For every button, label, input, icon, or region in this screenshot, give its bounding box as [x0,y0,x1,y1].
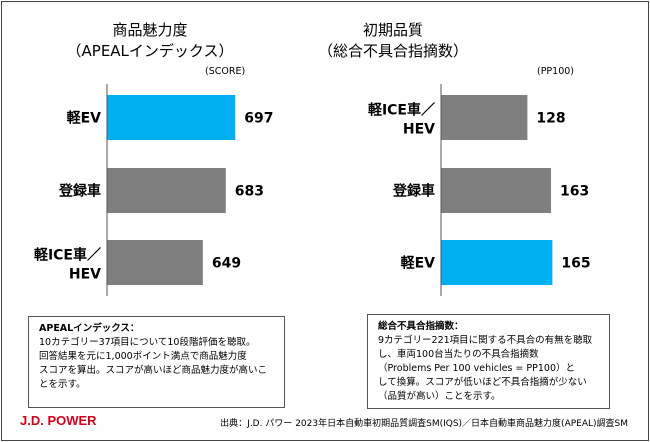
category-label: HEV [69,267,101,283]
unit-label-pp100: (PP100) [537,66,575,77]
note-line: 9カテゴリー221項目に関する不具合の有無を聴取 [378,335,593,346]
note-line: し、車両100台当たりの不具合指摘数 [378,349,539,360]
subtitle-line: （総合不具合指摘数） [317,42,468,60]
value-label: 163 [560,184,589,200]
note-line: 10カテゴリー37項目について10段階評価を聴取。 [39,337,256,348]
note-line: とを示す。 [39,379,86,390]
note-heading: APEALインデックス： [39,323,140,334]
note-heading: 総合不具合指摘数： [378,321,464,332]
title-line: 初期品質 [362,21,423,39]
bar [441,168,552,213]
note-apeal: APEALインデックス： 10カテゴリー37項目について10段階評価を聴取。 回… [28,316,285,408]
bar [107,240,203,285]
value-label: 683 [235,184,264,200]
bar [107,168,226,213]
title-line: 商品魅力度 [112,21,188,39]
category-label: 軽ICE車／ [34,247,101,264]
note-line: スコアを算出。スコアが高いほど商品魅力度が高いこ [39,365,268,376]
jd-power-logo: J.D. POWER [20,413,97,428]
note-line: （品質が高い）ことを示す。 [378,391,501,402]
value-label: 649 [212,256,241,272]
bar [441,95,528,140]
value-label: 697 [244,111,273,127]
chart-title-iqs: 初期品質 （総合不具合指摘数） [273,20,513,62]
note-iqs: 総合不具合指摘数： 9カテゴリー221項目に関する不具合の有無を聴取 し、車両1… [367,314,610,409]
category-label: 登録車 [58,183,101,200]
unit-label-score: (SCORE) [205,66,246,77]
source-text: 出典：J.D. パワー 2023年日本自動車初期品質調査SM(IQS)／日本自動… [220,419,628,429]
category-label: 軽EV [401,255,436,272]
note-line: して換算。スコアが低いほど不具合指摘が少ない [378,377,587,388]
category-label: HEV [403,122,435,138]
chart-title-apeal: 商品魅力度 （APEALインデックス） [30,20,270,62]
note-line: 回答結果を元に1,000ポイント満点で商品魅力度 [39,351,247,362]
value-label: 165 [561,256,590,272]
subtitle-line: （APEALインデックス） [66,42,234,60]
bar [107,95,236,140]
category-label: 軽ICE車／ [368,102,435,119]
note-line: （Problems Per 100 vehicles = PP100）と [378,363,575,374]
category-label: 登録車 [392,183,435,200]
bar [441,240,553,285]
category-label: 軽EV [67,110,102,127]
value-label: 128 [536,111,565,127]
